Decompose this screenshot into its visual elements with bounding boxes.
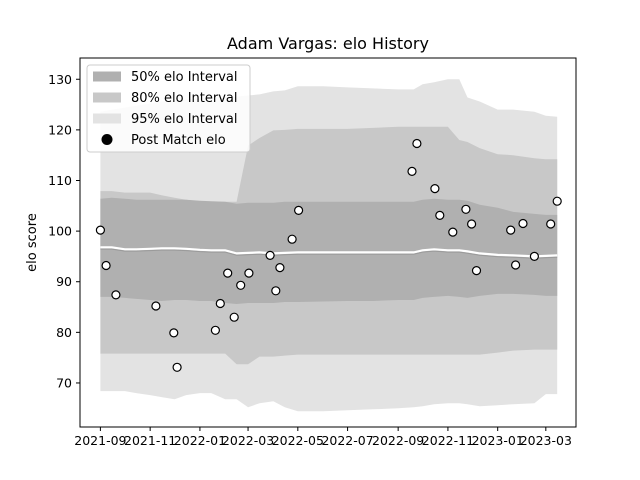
y-axis: 70 80 90 100 110 120 130: [48, 72, 80, 390]
y-tick-label: 110: [48, 173, 72, 188]
post-match-point: [215, 298, 225, 309]
x-tick-label: 2021-11: [124, 433, 176, 448]
y-tick-label: 100: [48, 224, 72, 239]
x-tick-label: 2023-03: [520, 433, 572, 448]
x-tick-label: 2022-05: [272, 433, 324, 448]
post-match-point: [169, 328, 179, 338]
plot-area: [95, 79, 562, 412]
post-match-point: [552, 196, 562, 206]
x-axis: 2021-092021-112022-012022-032022-052022-…: [74, 427, 572, 448]
post-match-point: [95, 225, 106, 235]
post-match-point: [151, 301, 161, 311]
legend-band95-swatch: [93, 113, 121, 124]
post-match-point: [287, 234, 297, 244]
post-match-point: [223, 268, 233, 278]
x-tick-label: 2022-09: [372, 433, 424, 448]
post-match-point: [210, 325, 220, 335]
post-match-point: [229, 312, 239, 322]
plot-frame: [79, 57, 577, 428]
post-match-point: [471, 266, 482, 276]
post-match-point: [271, 286, 281, 296]
x-tick-label: 2022-01: [174, 433, 226, 448]
post-match-point: [467, 219, 477, 229]
y-tick-label: 120: [48, 122, 72, 137]
legend-band50-swatch: [93, 71, 121, 82]
post-match-point: [529, 251, 540, 261]
post-match-point: [407, 166, 417, 176]
legend: 50% elo Interval 80% elo Interval 95% elo …: [86, 64, 251, 153]
mean-rating-shadow-line: [100, 248, 558, 259]
legend-points-swatch: [101, 134, 113, 145]
post-match-point: [172, 362, 182, 372]
legend-label: 50% elo Interval: [131, 70, 238, 85]
post-match-point: [510, 260, 521, 270]
legend-label: 80% elo Interval: [131, 91, 238, 106]
x-tick-label: 2021-09: [74, 433, 126, 448]
y-axis-label: elo score: [25, 213, 40, 272]
legend-frame: [86, 64, 251, 153]
y-tick-label: 90: [56, 274, 72, 289]
post-match-point: [236, 280, 246, 290]
mean-rating-line: [100, 246, 558, 258]
post-match-point: [412, 138, 422, 149]
y-tick-label: 80: [56, 325, 72, 340]
post-match-point: [461, 204, 471, 214]
legend-band80-swatch: [93, 92, 121, 103]
post-match-point: [294, 205, 304, 215]
y-tick-label: 130: [48, 72, 72, 87]
post-match-point: [448, 227, 458, 237]
post-match-point: [111, 290, 121, 300]
post-match-point: [244, 268, 254, 278]
post-match-point: [430, 184, 440, 194]
post-match-point: [101, 260, 111, 271]
post-match-point: [265, 250, 275, 260]
post-match-point: [546, 219, 556, 229]
x-tick-label: 2022-11: [422, 433, 474, 448]
post-match-point: [506, 225, 516, 235]
post-match-point: [518, 218, 528, 229]
x-tick-label: 2022-07: [321, 433, 373, 448]
post-match-point: [435, 210, 445, 220]
legend-label: 95% elo Interval: [131, 112, 238, 127]
legend-label: Post Match elo: [131, 133, 226, 148]
y-tick-label: 70: [56, 375, 72, 390]
x-tick-label: 2023-01: [472, 433, 524, 448]
chart-title: Adam Vargas: elo History: [227, 34, 429, 53]
x-tick-label: 2022-03: [222, 433, 274, 448]
band-50-interval: [100, 197, 558, 304]
post-match-point: [275, 263, 285, 273]
